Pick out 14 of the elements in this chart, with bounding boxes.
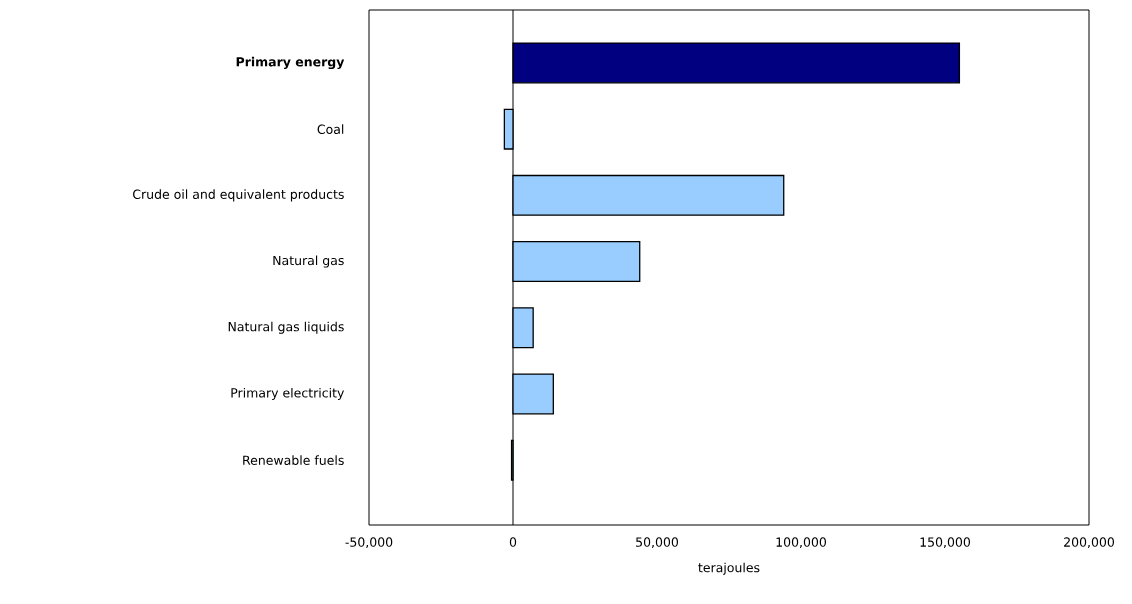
- y-tick-label: Natural gas liquids: [228, 321, 344, 334]
- y-tick-label: Crude oil and equivalent products: [133, 189, 344, 202]
- x-tick-label: 150,000: [920, 537, 971, 549]
- y-tick-label: Coal: [317, 124, 344, 134]
- x-tick-label: 200,000: [1064, 537, 1115, 549]
- y-tick-label: Primary energy: [236, 56, 345, 70]
- x-tick-label: 0: [509, 537, 517, 547]
- x-axis-title: terajoules: [698, 562, 760, 575]
- x-tick-label: 100,000: [776, 537, 827, 549]
- y-tick-label: Renewable fuels: [243, 455, 344, 465]
- x-tick-label: -50,000: [345, 537, 393, 549]
- y-tick-label: Primary electricity: [231, 387, 345, 400]
- y-tick-label: Natural gas: [273, 255, 344, 268]
- x-tick-label: 50,000: [636, 537, 679, 549]
